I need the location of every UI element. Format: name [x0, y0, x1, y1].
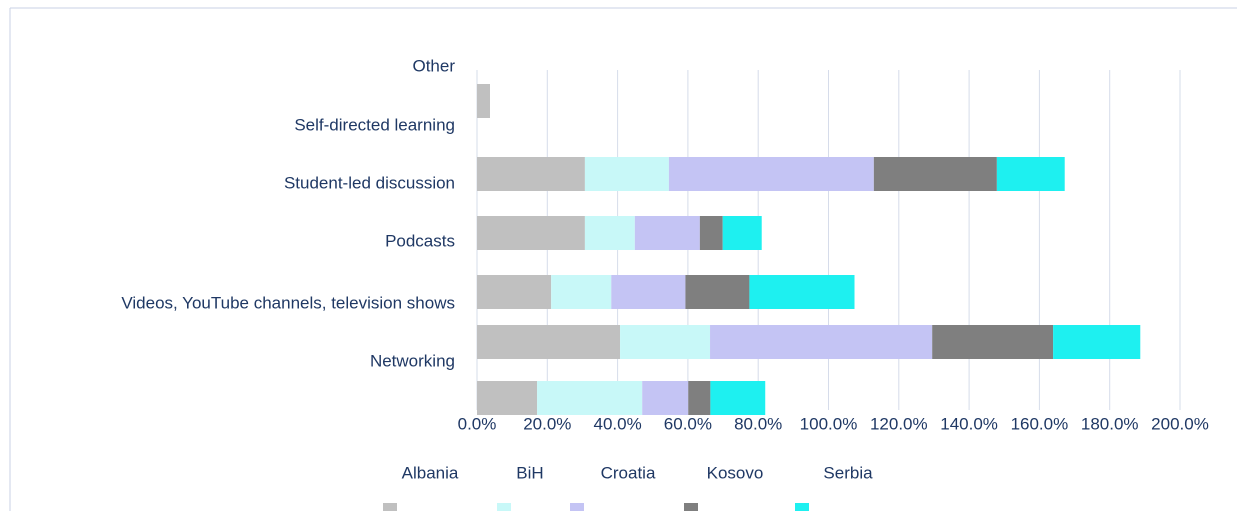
- bar-segment: [642, 381, 689, 415]
- x-tick-label: 60.0%: [664, 414, 712, 433]
- x-tick-label: 140.0%: [940, 414, 998, 433]
- bar-segment: [634, 216, 700, 250]
- category-label: Self-directed learning: [294, 115, 455, 134]
- bar-segment: [710, 325, 933, 359]
- legend-label: Croatia: [601, 463, 656, 482]
- legend-swatch: [684, 503, 698, 511]
- category-label: Podcasts: [385, 231, 455, 250]
- x-tick-label: 120.0%: [870, 414, 928, 433]
- bar-segment: [551, 275, 612, 309]
- x-tick-label: 160.0%: [1011, 414, 1069, 433]
- bar-segment: [688, 381, 711, 415]
- bar-segment: [584, 216, 635, 250]
- legend-swatch: [570, 503, 584, 511]
- category-label: Networking: [370, 351, 455, 370]
- bar-segment: [477, 84, 491, 118]
- legend-label: Serbia: [823, 463, 873, 482]
- category-label: Student-led discussion: [284, 173, 455, 192]
- bar-segment: [996, 157, 1065, 191]
- x-tick-label: 180.0%: [1081, 414, 1139, 433]
- legend-swatch: [383, 503, 397, 511]
- bar-segment: [685, 275, 750, 309]
- legend-swatch: [497, 503, 511, 511]
- bar-segment: [932, 325, 1054, 359]
- bar-segment: [477, 275, 552, 309]
- bar-segment: [668, 157, 874, 191]
- bar-segment: [477, 157, 585, 191]
- x-tick-label: 100.0%: [800, 414, 858, 433]
- bar-segment: [537, 381, 643, 415]
- x-tick-label: 20.0%: [523, 414, 571, 433]
- category-label: Videos, YouTube channels, television sho…: [121, 293, 455, 312]
- x-tick-label: 80.0%: [734, 414, 782, 433]
- legend-label: BiH: [516, 463, 543, 482]
- x-tick-label: 40.0%: [593, 414, 641, 433]
- bar-segment: [620, 325, 711, 359]
- bar-segment: [1053, 325, 1141, 359]
- legend-label: Albania: [402, 463, 459, 482]
- bar-segment: [477, 381, 538, 415]
- x-tick-label: 0.0%: [458, 414, 497, 433]
- bar-segment: [749, 275, 855, 309]
- bar-segment: [699, 216, 723, 250]
- x-tick-label: 200.0%: [1151, 414, 1209, 433]
- bar-segment: [722, 216, 762, 250]
- bar-segment: [584, 157, 669, 191]
- bar-segment: [873, 157, 997, 191]
- bar-segment: [477, 325, 621, 359]
- bar-segment: [710, 381, 766, 415]
- bar-segment: [477, 216, 585, 250]
- bar-segment: [611, 275, 686, 309]
- category-label: Other: [412, 56, 455, 75]
- legend-swatch: [795, 503, 809, 511]
- legend-label: Kosovo: [707, 463, 764, 482]
